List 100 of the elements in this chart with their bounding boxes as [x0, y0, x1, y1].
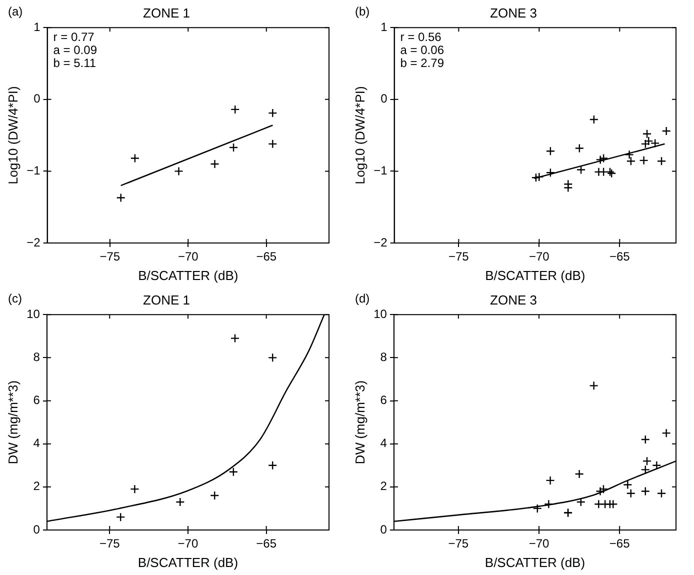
x-tick-label: −65 — [609, 250, 630, 264]
point — [640, 139, 650, 149]
point — [228, 142, 238, 152]
point — [176, 497, 185, 507]
point — [598, 154, 608, 163]
point — [574, 144, 584, 153]
point — [532, 504, 542, 514]
point — [268, 108, 278, 118]
point — [130, 154, 140, 163]
point — [589, 381, 598, 390]
point — [546, 146, 556, 156]
y-tick-label: 4 — [380, 436, 388, 450]
x-axis-title: B/SCATTER (dB) — [138, 554, 238, 570]
point — [230, 334, 240, 343]
x-tick-label: −70 — [178, 250, 199, 264]
y-tick-label: 2 — [33, 479, 40, 494]
y-tick-label: −2 — [374, 235, 388, 250]
point — [210, 159, 220, 169]
x-tick-label: −70 — [178, 536, 198, 551]
text: (d) — [355, 291, 370, 306]
y-axis-title: DW (mg/m**3) — [352, 380, 368, 464]
point — [640, 434, 650, 444]
point — [589, 114, 598, 124]
y-tick-label: −2 — [26, 235, 41, 250]
point — [662, 428, 671, 438]
y-tick-label: 6 — [380, 393, 388, 408]
y-tick-label: 0 — [380, 522, 388, 536]
point — [598, 167, 608, 177]
x-tick-label: −70 — [528, 250, 550, 264]
x-tick-label: −75 — [448, 536, 469, 551]
point — [640, 465, 650, 474]
annotation: r = 0.56 — [400, 30, 442, 44]
y-axis-title: Log10 (DW/4*PI) — [5, 86, 20, 184]
x-tick-label: −75 — [99, 536, 120, 551]
point — [116, 193, 126, 202]
point — [642, 456, 652, 466]
y-tick-label: 10 — [26, 306, 40, 321]
point — [268, 353, 278, 362]
y-tick-label: 0 — [33, 522, 40, 536]
annotation: b = 2.79 — [400, 56, 444, 70]
text: (c) — [8, 291, 22, 306]
y-tick-label: −1 — [26, 164, 41, 178]
y-axis-title: Log10 (DW/4*PI) — [352, 86, 368, 184]
point — [639, 156, 648, 166]
annotation: a = 0.06 — [400, 42, 444, 57]
point — [594, 500, 604, 509]
point — [228, 467, 238, 476]
point — [576, 497, 586, 507]
point — [608, 500, 618, 509]
chart-title: ZONE 1 — [143, 292, 190, 308]
point — [626, 156, 636, 166]
chart-title: ZONE 3 — [490, 292, 537, 308]
y-axis-title: DW (mg/m**3) — [5, 380, 20, 464]
x-tick-label: −65 — [256, 250, 277, 264]
point — [656, 156, 666, 166]
point — [116, 512, 126, 522]
point — [574, 469, 584, 479]
point — [652, 460, 662, 470]
y-tick-label: 1 — [34, 20, 41, 34]
text: (a) — [8, 4, 23, 18]
annotation: b = 5.11 — [53, 56, 96, 70]
y-tick-label: 6 — [33, 393, 40, 408]
y-tick-label: 8 — [33, 350, 40, 364]
x-tick-label: −70 — [528, 536, 550, 551]
chart-title: ZONE 1 — [143, 5, 190, 20]
point — [598, 484, 608, 494]
x-axis-title: B/SCATTER (dB) — [485, 268, 586, 283]
y-tick-label: 4 — [33, 436, 40, 450]
point — [640, 486, 650, 496]
y-tick-label: 8 — [380, 350, 388, 364]
point — [626, 488, 636, 498]
y-tick-label: 10 — [374, 306, 388, 321]
chart-title: ZONE 3 — [490, 5, 537, 20]
point — [546, 476, 555, 486]
x-tick-label: −65 — [256, 536, 277, 551]
y-tick-label: 0 — [34, 92, 41, 106]
point — [546, 168, 556, 178]
y-tick-label: 0 — [380, 92, 388, 106]
x-axis-title: B/SCATTER (dB) — [138, 268, 238, 283]
point — [624, 150, 634, 160]
point — [268, 460, 278, 470]
point — [576, 165, 586, 174]
point — [656, 488, 666, 498]
x-tick-label: −65 — [609, 536, 630, 551]
x-axis-title: B/SCATTER (dB) — [484, 554, 586, 570]
point — [596, 155, 605, 164]
x-tick-label: −75 — [100, 250, 120, 264]
point — [210, 490, 220, 500]
point — [230, 104, 240, 114]
point — [623, 480, 632, 490]
point — [174, 166, 184, 176]
y-tick-label: 2 — [380, 479, 388, 494]
text: (b) — [355, 4, 370, 18]
point — [268, 139, 278, 149]
point — [662, 126, 671, 136]
annotation: r = 0.77 — [53, 30, 95, 44]
point — [130, 484, 140, 494]
point — [596, 486, 605, 496]
x-tick-label: −75 — [448, 250, 470, 264]
y-tick-label: −1 — [374, 164, 388, 178]
